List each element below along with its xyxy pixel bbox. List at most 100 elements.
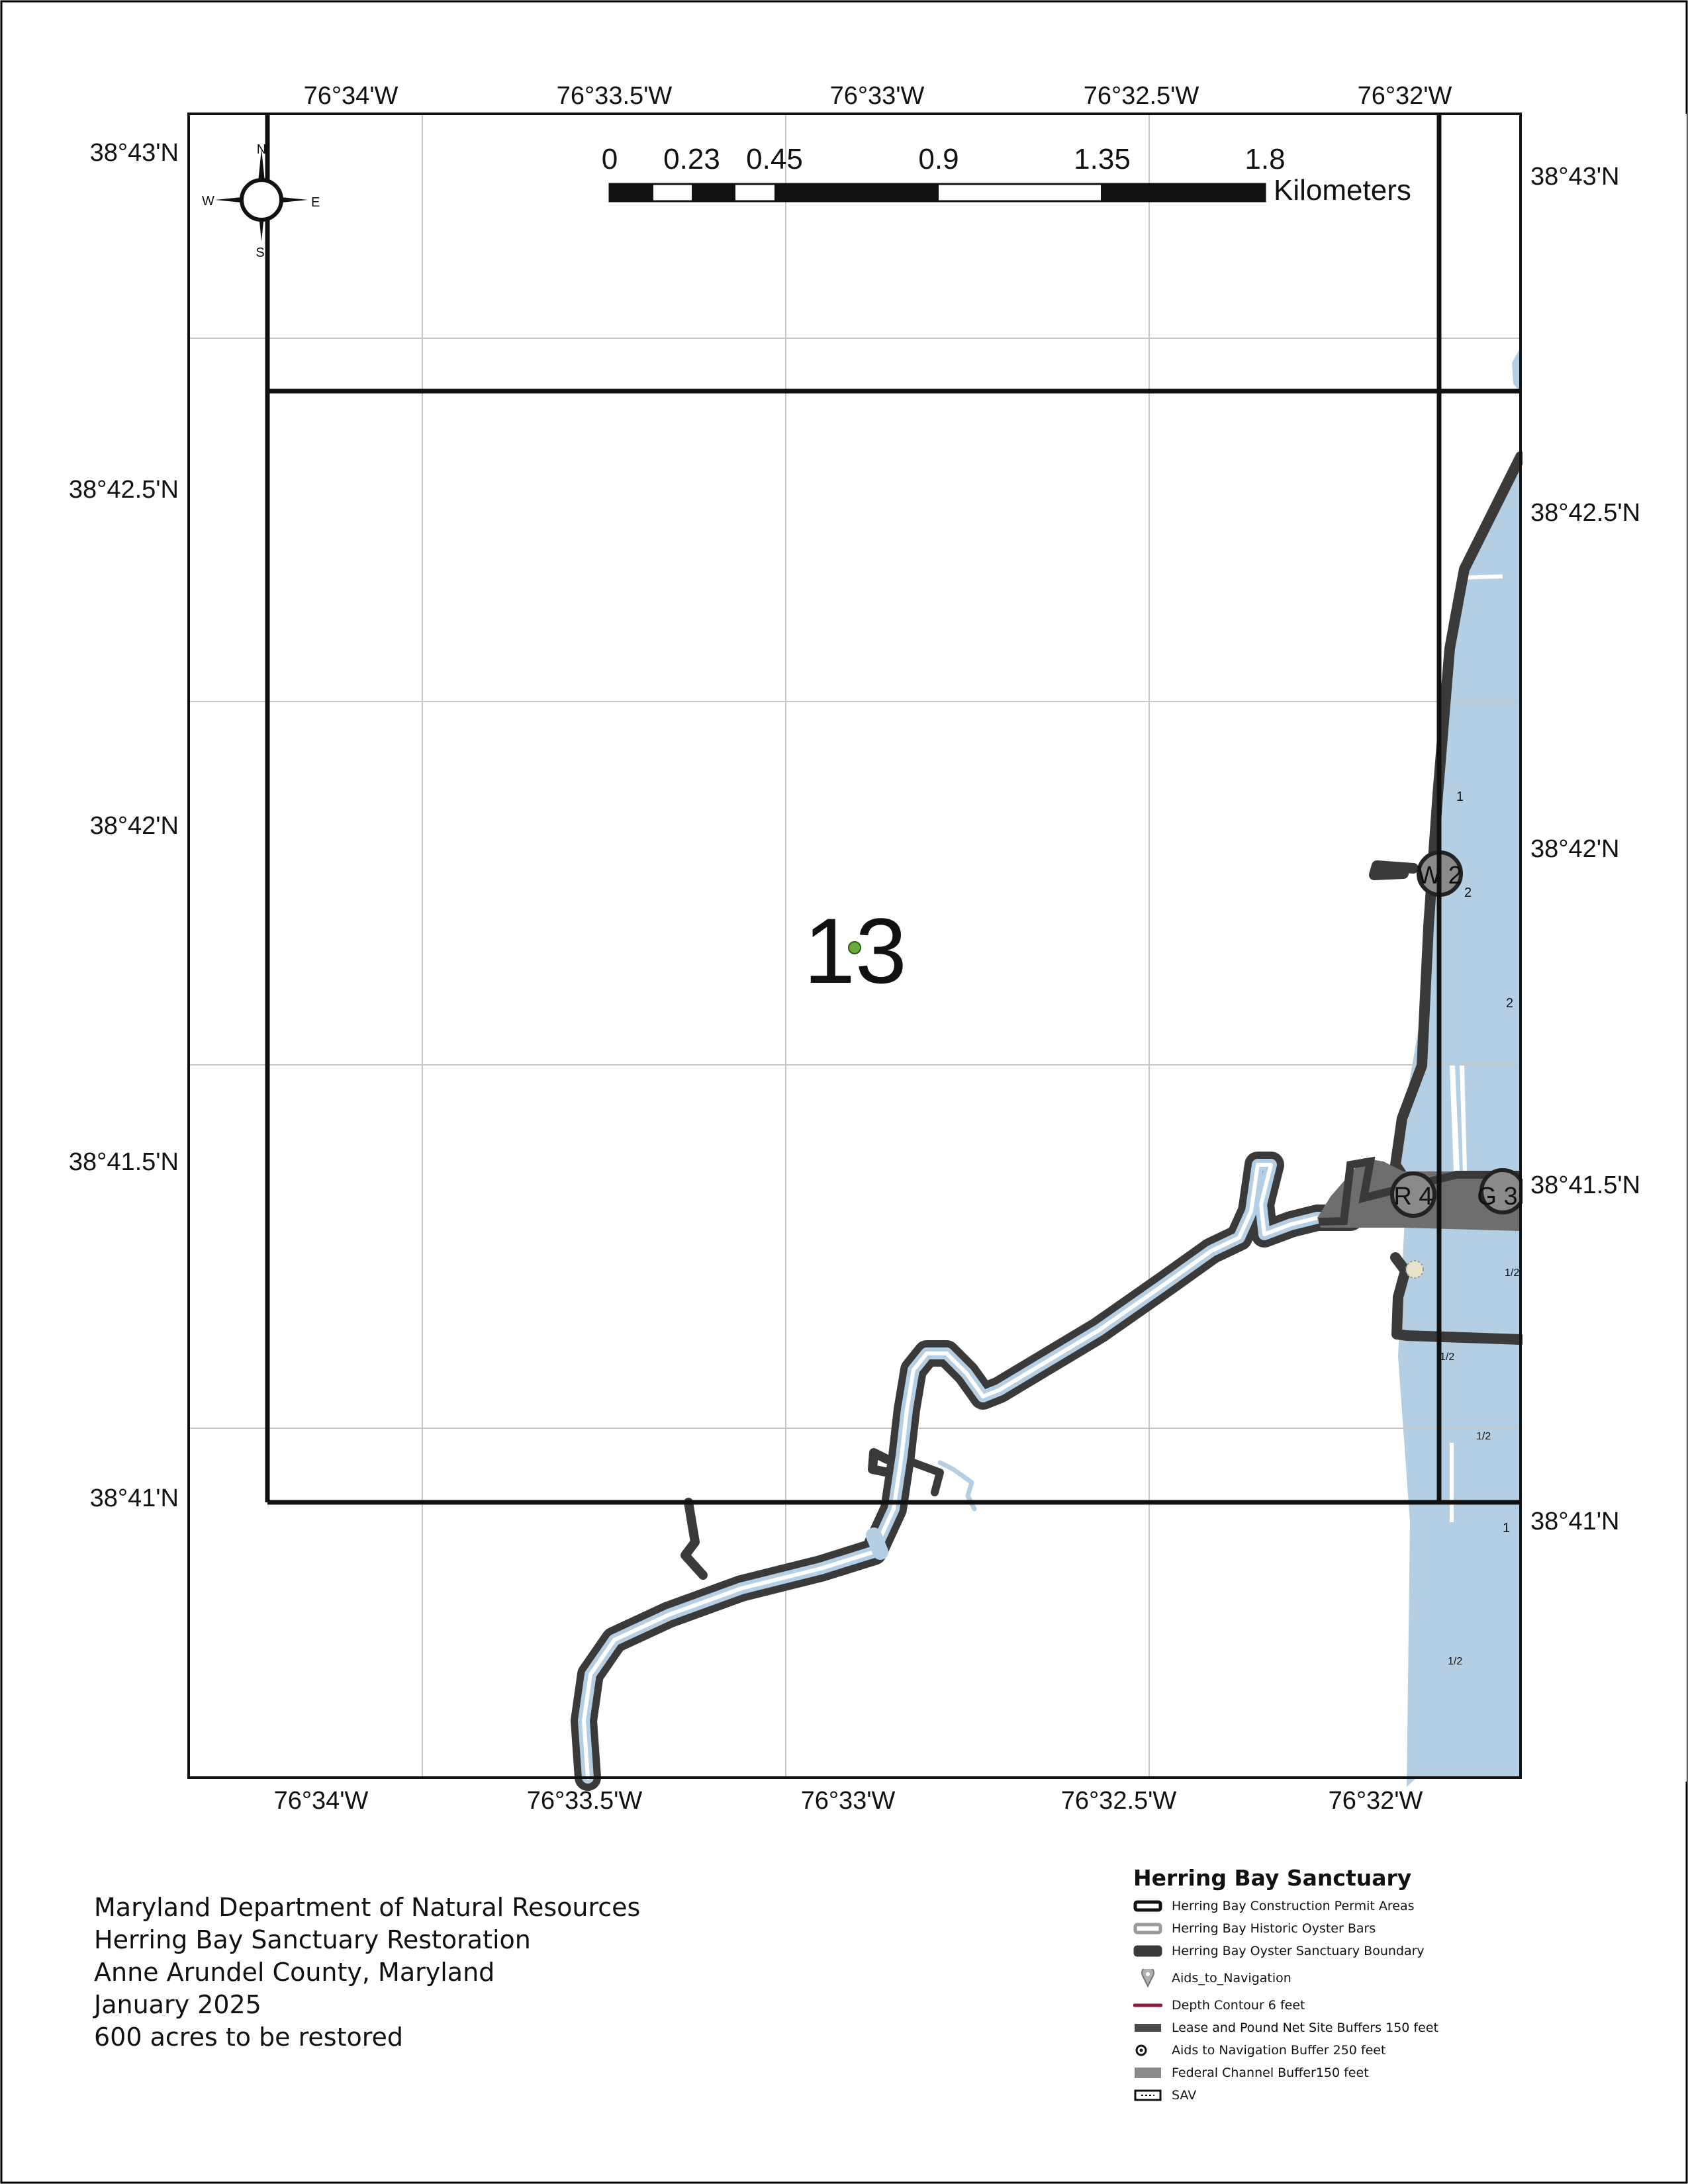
depth-label: 1/2	[1440, 1351, 1454, 1363]
nav-aid-marker-icon	[1141, 1969, 1154, 1987]
water-lobe	[1512, 347, 1521, 392]
lat-label-right: 38°42'N	[1530, 835, 1619, 863]
nav-aid-r4: R 4	[1390, 1171, 1436, 1218]
nav-aid-label: R 4	[1393, 1183, 1432, 1210]
sav-patch	[1405, 1260, 1424, 1279]
construction-permit-area-swatch	[1133, 1900, 1162, 1912]
tributary-water	[866, 1527, 888, 1560]
water-gap	[1450, 1066, 1460, 1171]
scale-bar-segment	[692, 184, 735, 201]
credit-line-acreage: 600 acres to be restored	[94, 2023, 404, 2052]
legend-item-label: Herring Bay Oyster Sanctuary Boundary	[1172, 1944, 1425, 1958]
lat-label-right: 38°42.5'N	[1530, 499, 1640, 527]
nav-aid-label: G 3	[1477, 1183, 1517, 1210]
legend-item: Lease and Pound Net Site Buffers 150 fee…	[1133, 2017, 1477, 2039]
credit-line-project: Herring Bay Sanctuary Restoration	[94, 1925, 531, 1954]
lon-label-bottom: 76°32'W	[1329, 1787, 1423, 1815]
margin-mask	[1523, 114, 1687, 1782]
legend-item-label: Herring Bay Construction Permit Areas	[1172, 1899, 1415, 1913]
scale-bar-segment	[774, 184, 939, 201]
tributary	[868, 1448, 893, 1477]
legend-item-label: Federal Channel Buffer150 feet	[1172, 2066, 1369, 2080]
depth-label: 1/2	[1476, 1431, 1491, 1442]
lon-label-bottom: 76°34'W	[274, 1787, 369, 1815]
scale-tick-label: 0	[602, 143, 618, 175]
nav-buffer-circle-icon	[1135, 2044, 1147, 2056]
depth-label: 1/2	[1505, 1267, 1519, 1279]
lat-label-left: 38°43'N	[90, 139, 179, 167]
depth-label: 1/2	[1448, 1656, 1462, 1667]
scale-tick-label: 1.8	[1244, 143, 1285, 175]
lat-label-right: 38°41'N	[1530, 1508, 1619, 1535]
lat-label-right: 38°41.5'N	[1530, 1171, 1640, 1199]
scale-tick-label: 0.45	[746, 143, 803, 175]
lat-label-left: 38°42'N	[90, 812, 179, 840]
scale-bar: 0 0.23 0.45 0.9 1.35 1.8 Kilometers	[602, 143, 1411, 206]
lon-label-top: 76°33.5'W	[557, 82, 673, 110]
legend-item: Federal Channel Buffer150 feet	[1133, 2062, 1477, 2084]
depth-labels: 1 2 2 1/2 1/2 1/2 1 1/2	[1440, 790, 1519, 1667]
nav-aid-g3: G 3	[1477, 1168, 1526, 1214]
map-credits: Maryland Department of Natural Resources…	[94, 1891, 640, 2054]
coordinate-labels: 76°34'W 76°33.5'W 76°33'W 76°32.5'W 76°3…	[69, 82, 1640, 1815]
north-arrow-icon: N S E W	[202, 142, 320, 260]
river-channel	[571, 1152, 1411, 1791]
map-frame: W 2 R 4 G 3 1 2 2 1/2 1/2 1/2 1 1/2	[187, 113, 1526, 1791]
lat-label-left: 38°42.5'N	[69, 476, 179, 504]
river-inner-line	[582, 1163, 1400, 1780]
credit-line-date: January 2025	[94, 1990, 261, 2019]
water-gap	[1460, 1066, 1467, 1171]
river-shoreline	[571, 1152, 1411, 1791]
channel-buffer-edge	[1318, 1156, 1521, 1226]
legend-item: SAV	[1133, 2084, 1477, 2107]
scale-unit-label: Kilometers	[1274, 174, 1411, 206]
federal-channel-swatch	[1135, 2068, 1161, 2078]
sanctuary-boundary-swatch	[1133, 1945, 1162, 1957]
lat-label-left: 38°41'N	[90, 1484, 179, 1512]
map-legend: Herring Bay Sanctuary Herring Bay Constr…	[1133, 1865, 1477, 2107]
legend-item: Aids_to_Navigation	[1133, 1962, 1477, 1994]
legend-item-label: SAV	[1172, 2088, 1197, 2103]
lon-label-bottom: 76°33.5'W	[527, 1787, 643, 1815]
tributary	[910, 1459, 944, 1496]
scale-tick-label: 1.35	[1074, 143, 1131, 175]
map-neatline	[187, 113, 1522, 1779]
legend-item: Aids to Navigation Buffer 250 feet	[1133, 2039, 1477, 2062]
legend-item-label: Depth Contour 6 feet	[1172, 1998, 1305, 2013]
lon-label-top: 76°34'W	[304, 82, 399, 110]
credit-line-agency: Maryland Department of Natural Resources	[94, 1893, 641, 1922]
lease-buffer-swatch	[1135, 2024, 1161, 2032]
compass-east-label: E	[311, 195, 320, 210]
sav-swatch	[1134, 2089, 1162, 2101]
depth-contour-line	[1133, 2003, 1162, 2007]
compass-ring	[240, 178, 283, 222]
lon-label-top: 76°33'W	[830, 82, 925, 110]
tributary	[680, 1498, 708, 1580]
lon-label-top: 76°32.5'W	[1084, 82, 1199, 110]
legend-item-label: Aids_to_Navigation	[1172, 1971, 1291, 1985]
historic-oyster-bar-swatch	[1133, 1923, 1162, 1934]
depth-label: 2	[1464, 886, 1472, 900]
water-body	[1395, 457, 1521, 1787]
compass-north-label: N	[257, 142, 266, 157]
lon-label-top: 76°32'W	[1358, 82, 1452, 110]
legend-item: Herring Bay Oyster Sanctuary Boundary	[1133, 1940, 1477, 1962]
legend-item: Depth Contour 6 feet	[1133, 1994, 1477, 2017]
scale-bar-segment	[1101, 184, 1265, 201]
legend-item-label: Lease and Pound Net Site Buffers 150 fee…	[1172, 2021, 1438, 2035]
depth-label: 1	[1456, 790, 1464, 804]
legend-title: Herring Bay Sanctuary	[1133, 1865, 1412, 1891]
area-centroid-marker	[848, 941, 861, 954]
depth-label: 2	[1506, 996, 1513, 1011]
depth-label: 1	[1503, 1521, 1510, 1535]
lat-label-left: 38°41.5'N	[69, 1148, 179, 1176]
compass-south-label: S	[256, 246, 264, 260]
lat-label-right: 38°43'N	[1530, 163, 1619, 191]
scale-tick-label: 0.9	[918, 143, 959, 175]
legend-item-label: Herring Bay Historic Oyster Bars	[1172, 1921, 1376, 1936]
scale-bar-segment	[610, 184, 653, 201]
river-water	[578, 1159, 1404, 1784]
legend-item: Herring Bay Historic Oyster Bars	[1133, 1917, 1477, 1940]
credit-line-location: Anne Arundel County, Maryland	[94, 1958, 495, 1987]
